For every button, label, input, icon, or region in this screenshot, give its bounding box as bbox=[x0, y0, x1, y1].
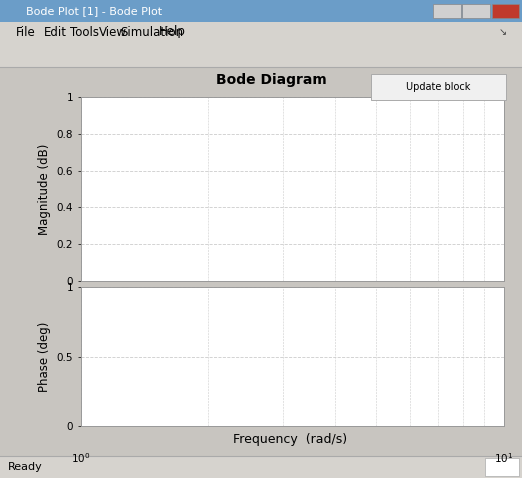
Text: $10^1$: $10^1$ bbox=[494, 451, 513, 465]
Text: ↘: ↘ bbox=[498, 27, 506, 37]
Text: Tools: Tools bbox=[70, 25, 100, 39]
Text: Update block: Update block bbox=[406, 82, 471, 92]
Text: Bode Plot [1] - Bode Plot: Bode Plot [1] - Bode Plot bbox=[26, 6, 162, 16]
Text: Help: Help bbox=[159, 25, 186, 39]
Text: Bode Diagram: Bode Diagram bbox=[216, 73, 327, 87]
Text: Frequency  (rad/s): Frequency (rad/s) bbox=[233, 433, 347, 445]
Text: Simulation: Simulation bbox=[120, 25, 183, 39]
Text: Edit: Edit bbox=[44, 25, 67, 39]
Text: View: View bbox=[99, 25, 127, 39]
Text: $10^0$: $10^0$ bbox=[71, 451, 91, 465]
Y-axis label: Phase (deg): Phase (deg) bbox=[38, 321, 51, 392]
Y-axis label: Magnitude (dB): Magnitude (dB) bbox=[38, 143, 51, 235]
Text: File: File bbox=[16, 25, 35, 39]
Text: Ready: Ready bbox=[8, 462, 43, 472]
